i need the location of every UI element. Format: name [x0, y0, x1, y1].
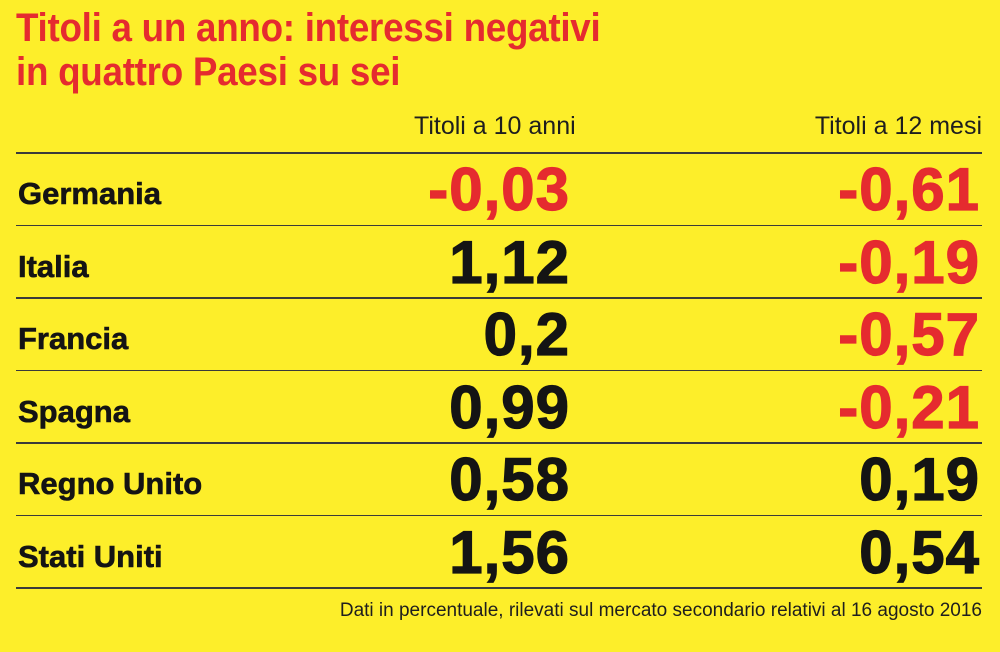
table-rule	[16, 369, 982, 371]
footnote: Dati in percentuale, rilevati sul mercat…	[339, 600, 982, 621]
country-label: Regno Unito	[18, 466, 203, 502]
table-rule	[16, 224, 982, 226]
table-rule	[16, 514, 982, 516]
ten-year-value: 0,58	[449, 446, 570, 513]
table-row: Stati Uniti 1,56 0,54	[0, 515, 1000, 587]
table-rule	[16, 442, 982, 444]
country-label: Italia	[18, 248, 89, 284]
table-row: Francia 0,2 -0,57	[0, 297, 1000, 369]
table-rule	[16, 587, 982, 589]
column-header-10-year: Titoli a 10 anni	[414, 112, 576, 140]
country-label: Spagna	[18, 393, 131, 429]
chart-title: Titoli a un anno: interessi negativi in …	[16, 6, 601, 94]
ten-year-value: 1,12	[449, 228, 570, 296]
ten-year-value: -0,03	[428, 156, 570, 223]
twelve-month-value: -0,61	[838, 156, 980, 223]
title-line-2: in quattro Paesi su sei	[16, 50, 401, 94]
table-rule	[16, 152, 982, 154]
twelve-month-value: 0,19	[859, 446, 980, 513]
country-label: Stati Uniti	[18, 538, 163, 574]
table-row: Italia 1,12 -0,19	[0, 225, 1000, 297]
ten-year-value: 0,2	[483, 301, 570, 368]
country-label: Germania	[18, 176, 162, 212]
ten-year-value: 0,99	[449, 373, 570, 441]
table-rule	[16, 297, 982, 299]
twelve-month-value: 0,54	[859, 518, 980, 586]
twelve-month-value: -0,57	[838, 301, 980, 368]
column-header-12-month: Titoli a 12 mesi	[814, 112, 982, 140]
title-line-1: Titoli a un anno: interessi negativi	[16, 6, 601, 50]
table-row: Regno Unito 0,58 0,19	[0, 442, 1000, 514]
ten-year-value: 1,56	[449, 518, 570, 586]
table-row: Spagna 0,99 -0,21	[0, 370, 1000, 442]
country-label: Francia	[18, 321, 129, 357]
twelve-month-value: -0,19	[838, 228, 980, 296]
twelve-month-value: -0,21	[838, 373, 980, 441]
table-row: Germania -0,03 -0,61	[0, 152, 1000, 224]
